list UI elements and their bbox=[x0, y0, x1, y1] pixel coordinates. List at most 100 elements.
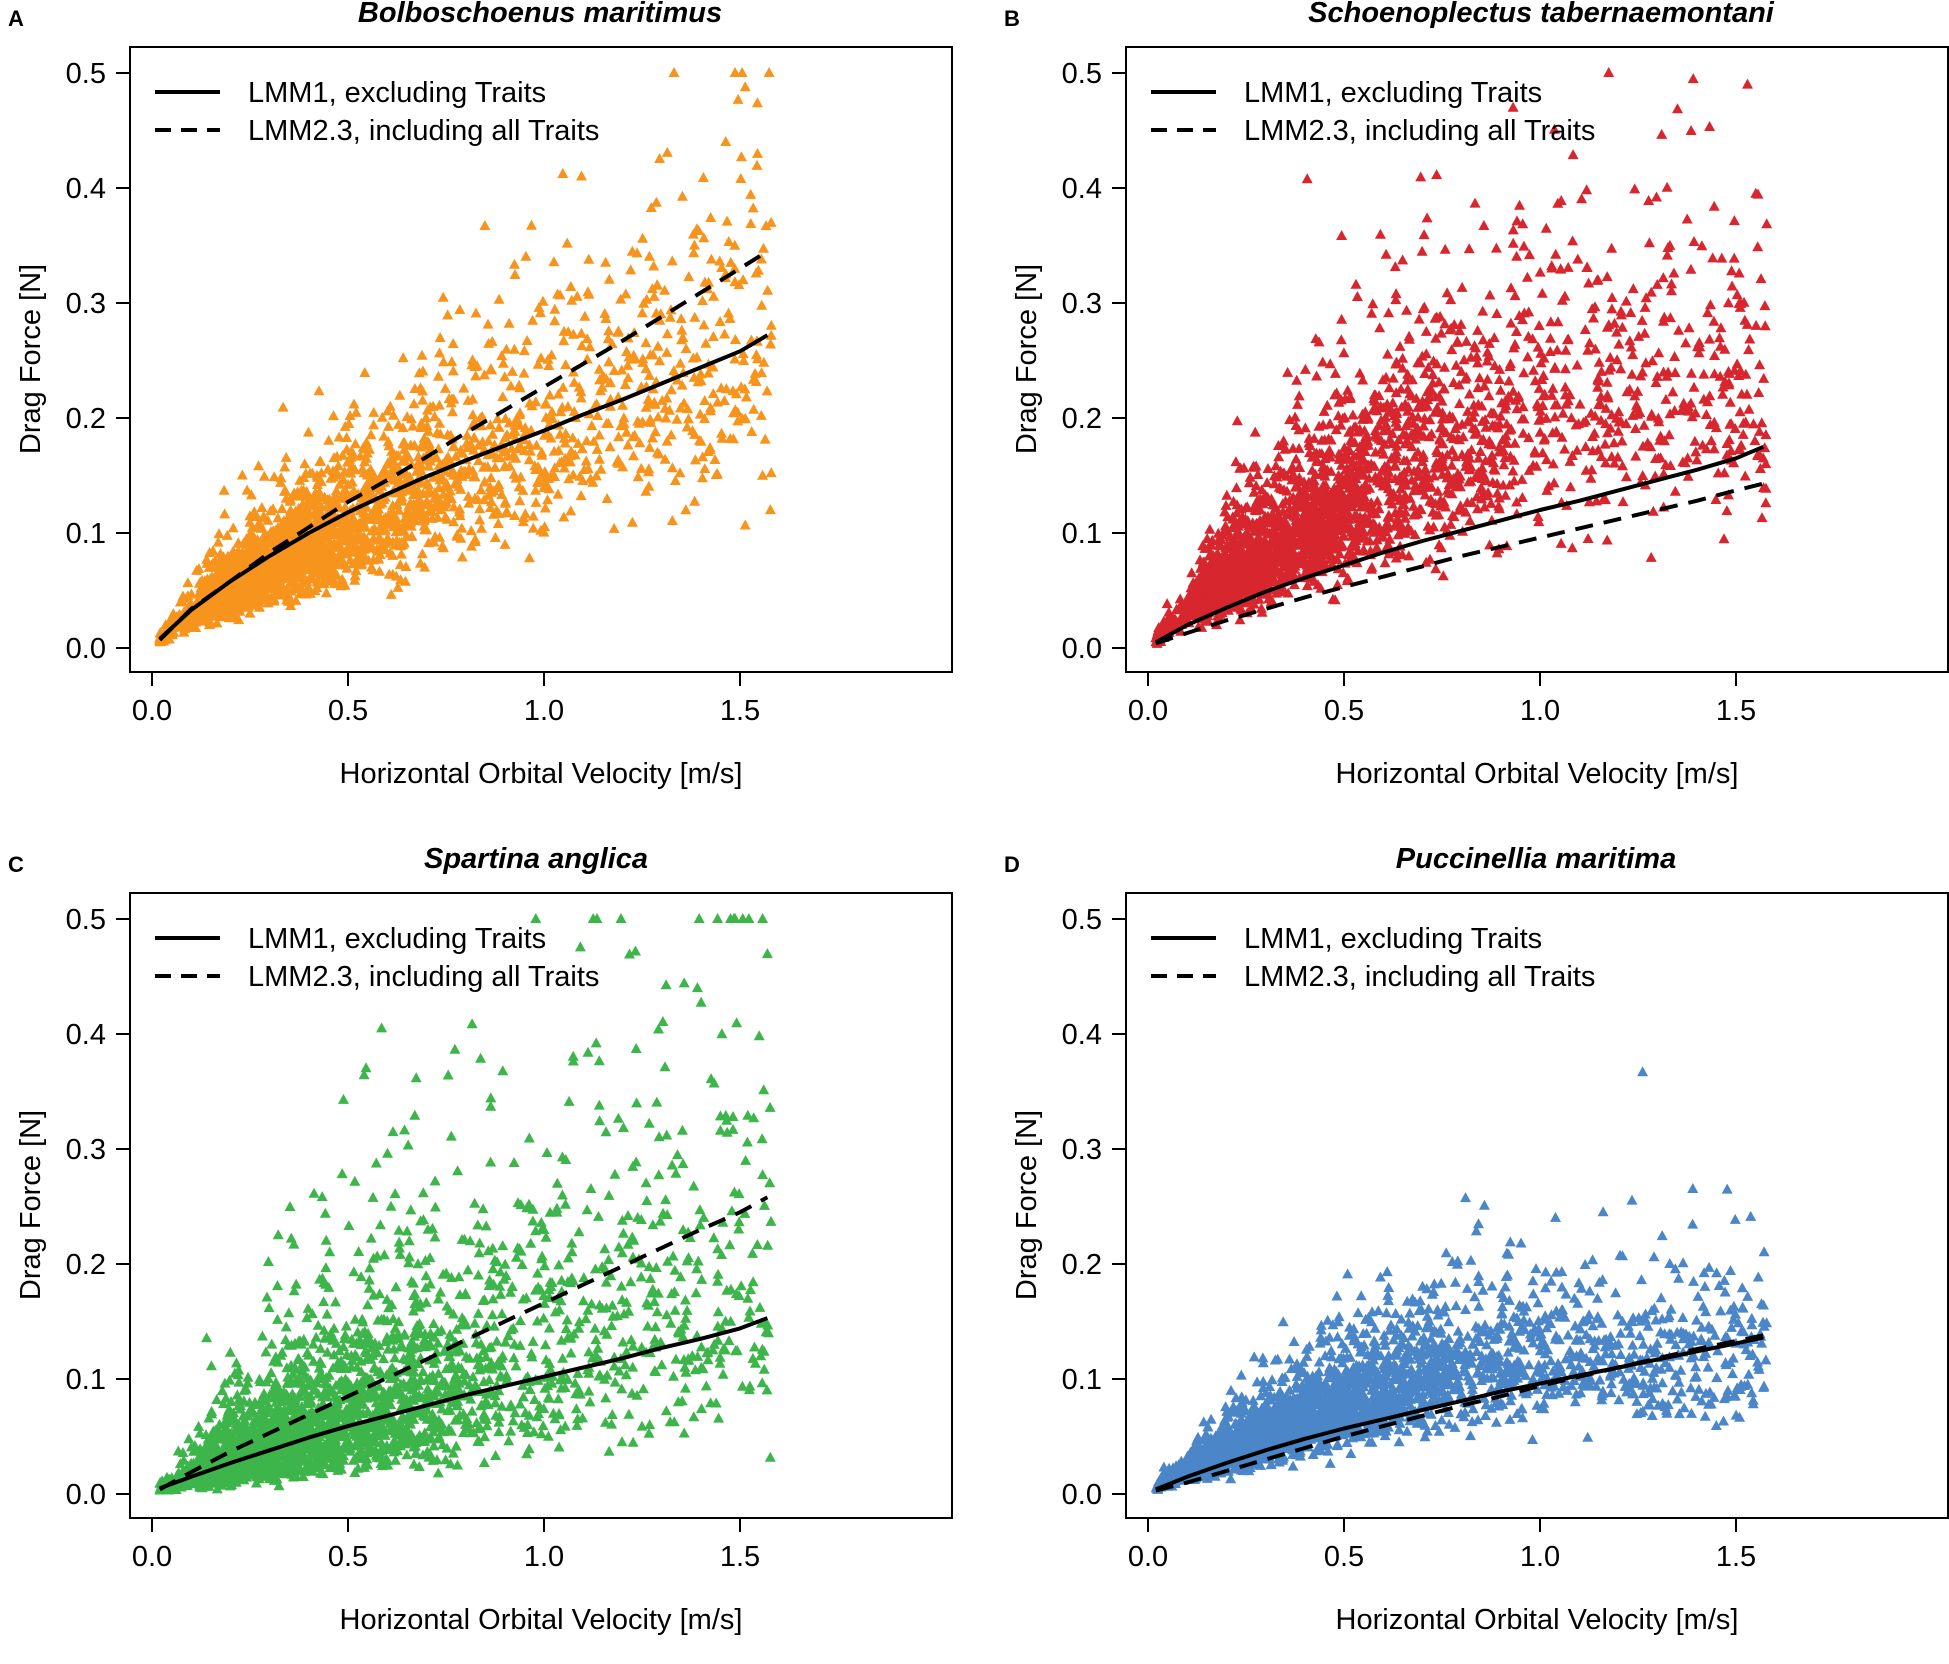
data-point bbox=[745, 189, 756, 199]
data-point bbox=[1630, 451, 1641, 461]
data-point bbox=[1682, 214, 1693, 224]
data-point bbox=[1572, 360, 1583, 370]
data-point bbox=[1584, 337, 1595, 347]
data-point bbox=[1714, 332, 1725, 342]
data-point bbox=[466, 525, 477, 535]
data-point bbox=[748, 404, 759, 414]
data-point bbox=[725, 257, 736, 267]
data-point bbox=[1451, 360, 1462, 370]
chart-title: Bolboschoenus maritimus bbox=[358, 0, 722, 29]
data-point bbox=[667, 462, 678, 472]
data-point bbox=[1684, 322, 1695, 332]
data-point bbox=[519, 368, 530, 378]
data-point bbox=[644, 251, 655, 261]
data-point bbox=[714, 256, 725, 266]
data-point bbox=[1761, 218, 1772, 228]
data-point bbox=[1704, 121, 1715, 131]
data-point bbox=[1648, 506, 1659, 516]
data-point bbox=[328, 410, 339, 420]
data-point bbox=[1560, 363, 1571, 373]
data-point bbox=[435, 332, 446, 342]
data-point bbox=[1603, 67, 1614, 77]
data-point bbox=[637, 233, 648, 243]
data-point bbox=[1549, 477, 1560, 487]
data-point bbox=[1518, 241, 1529, 251]
data-point bbox=[448, 365, 459, 375]
data-point bbox=[613, 326, 624, 336]
data-point bbox=[667, 515, 678, 525]
data-point bbox=[683, 413, 694, 423]
data-point bbox=[1613, 339, 1624, 349]
data-point bbox=[494, 422, 505, 432]
data-point bbox=[1721, 505, 1732, 515]
data-point bbox=[182, 577, 193, 587]
data-point bbox=[613, 454, 624, 464]
data-point bbox=[1615, 363, 1626, 373]
data-point bbox=[1415, 171, 1426, 181]
data-point bbox=[594, 430, 605, 440]
data-point bbox=[1756, 273, 1767, 283]
data-point bbox=[438, 356, 449, 366]
legend: LMM1, excluding Traits LMM2.3, including… bbox=[155, 77, 599, 147]
data-point bbox=[740, 81, 751, 91]
data-point bbox=[1494, 374, 1505, 384]
data-point bbox=[1757, 512, 1768, 522]
data-point bbox=[1221, 490, 1232, 500]
scatter-points bbox=[1150, 67, 1772, 648]
data-point bbox=[1719, 533, 1730, 543]
data-point bbox=[1625, 307, 1636, 317]
data-point bbox=[1511, 251, 1522, 261]
data-point bbox=[1580, 324, 1591, 334]
data-point bbox=[708, 388, 719, 398]
data-point bbox=[1637, 367, 1648, 377]
data-point bbox=[716, 428, 727, 438]
data-point bbox=[757, 470, 768, 480]
data-point bbox=[321, 587, 332, 597]
data-point bbox=[1709, 368, 1720, 378]
data-point bbox=[1347, 410, 1358, 420]
y-tick-label: 0.5 bbox=[66, 58, 106, 90]
data-point bbox=[440, 383, 451, 393]
data-point bbox=[242, 485, 253, 495]
data-point bbox=[1541, 223, 1552, 233]
data-point bbox=[1351, 279, 1362, 289]
data-point bbox=[315, 456, 326, 466]
data-point bbox=[493, 518, 504, 528]
data-point bbox=[667, 255, 678, 265]
data-point bbox=[1575, 399, 1586, 409]
data-point bbox=[643, 394, 654, 404]
y-axis: 0.00.10.20.30.40.5 bbox=[66, 58, 130, 665]
data-point bbox=[1300, 364, 1311, 374]
data-point bbox=[1500, 490, 1511, 500]
data-point bbox=[509, 259, 520, 269]
data-point bbox=[1509, 438, 1520, 448]
data-point bbox=[524, 552, 535, 562]
data-point bbox=[720, 136, 731, 146]
data-point bbox=[542, 494, 553, 504]
data-point bbox=[1668, 268, 1679, 278]
data-point bbox=[735, 173, 746, 183]
legend-lmm23-label: LMM2.3, including all Traits bbox=[248, 115, 599, 147]
data-point bbox=[1322, 400, 1333, 410]
data-point bbox=[1618, 496, 1629, 506]
data-point bbox=[766, 330, 777, 340]
data-point bbox=[675, 358, 686, 368]
data-point bbox=[548, 256, 559, 266]
y-tick-label: 0.4 bbox=[66, 173, 106, 205]
data-point bbox=[643, 481, 654, 491]
data-point bbox=[1678, 398, 1689, 408]
data-point bbox=[586, 420, 597, 430]
data-point bbox=[1367, 298, 1378, 308]
data-point bbox=[395, 559, 406, 569]
data-point bbox=[1637, 315, 1648, 325]
data-point bbox=[1552, 345, 1563, 355]
data-point bbox=[228, 522, 239, 532]
data-point bbox=[1673, 325, 1684, 335]
data-point bbox=[1689, 236, 1700, 246]
data-point bbox=[676, 313, 687, 323]
data-point bbox=[691, 223, 702, 233]
